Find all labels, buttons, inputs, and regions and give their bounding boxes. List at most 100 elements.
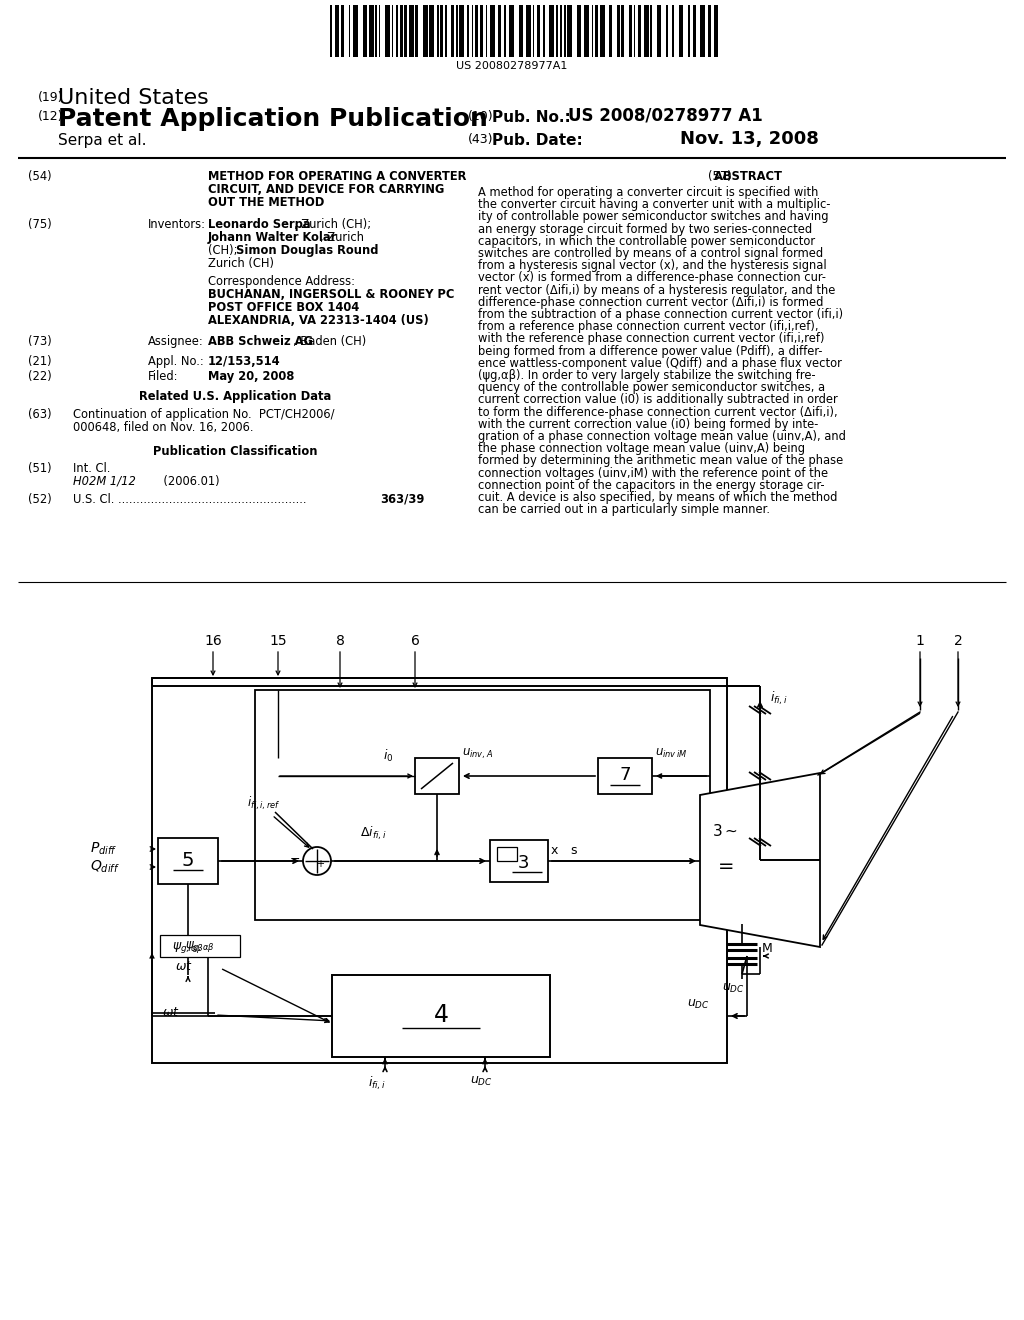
Text: Serpa et al.: Serpa et al. — [58, 133, 146, 148]
Text: Zurich (CH): Zurich (CH) — [208, 257, 274, 271]
Bar — [600, 5, 604, 57]
Text: s: s — [570, 843, 577, 857]
Text: $Q_{diff}$: $Q_{diff}$ — [90, 859, 120, 875]
Text: an energy storage circuit formed by two series-connected: an energy storage circuit formed by two … — [478, 223, 812, 235]
Text: M: M — [762, 942, 773, 956]
Bar — [391, 5, 393, 57]
Bar — [564, 5, 565, 57]
Text: 15: 15 — [269, 634, 287, 648]
Bar — [577, 5, 582, 57]
Text: Pub. Date:: Pub. Date: — [492, 133, 583, 148]
Bar — [509, 5, 514, 57]
Text: Pub. No.:: Pub. No.: — [492, 110, 570, 125]
Bar — [152, 678, 727, 1063]
Text: capacitors, in which the controllable power semiconductor: capacitors, in which the controllable po… — [478, 235, 815, 248]
Text: 16: 16 — [204, 634, 222, 648]
Text: United States: United States — [58, 88, 209, 108]
Polygon shape — [700, 774, 820, 946]
Bar — [385, 5, 390, 57]
Bar — [399, 5, 402, 57]
Text: (12): (12) — [38, 110, 63, 123]
Text: ence wattless-component value (Qdiff) and a phase flux vector: ence wattless-component value (Qdiff) an… — [478, 356, 842, 370]
Text: (73): (73) — [28, 335, 52, 348]
Text: 1: 1 — [915, 634, 925, 648]
Bar — [650, 5, 652, 57]
Text: POST OFFICE BOX 1404: POST OFFICE BOX 1404 — [208, 301, 359, 314]
Bar — [158, 838, 218, 884]
Text: gration of a phase connection voltage mean value (uinv,A), and: gration of a phase connection voltage me… — [478, 430, 846, 444]
Text: x: x — [551, 843, 558, 857]
Text: A method for operating a converter circuit is specified with: A method for operating a converter circu… — [478, 186, 818, 199]
Bar — [341, 5, 344, 57]
Bar — [708, 5, 711, 57]
Bar — [688, 5, 690, 57]
Bar — [634, 5, 635, 57]
Text: switches are controlled by means of a control signal formed: switches are controlled by means of a co… — [478, 247, 823, 260]
Text: (52): (52) — [28, 492, 52, 506]
Text: 2: 2 — [953, 634, 963, 648]
Bar — [348, 5, 350, 57]
Text: $\omega t$: $\omega t$ — [175, 960, 193, 973]
Text: Assignee:: Assignee: — [148, 335, 204, 348]
Bar — [567, 5, 572, 57]
Bar — [629, 5, 632, 57]
Bar — [485, 5, 487, 57]
Text: $u_{inv\,iM}$: $u_{inv\,iM}$ — [655, 747, 687, 760]
Text: (ψg,αβ). In order to very largely stabilize the switching fre-: (ψg,αβ). In order to very largely stabil… — [478, 370, 816, 381]
Text: (CH);: (CH); — [208, 244, 241, 257]
Bar — [404, 5, 408, 57]
Bar — [498, 5, 501, 57]
Text: US 20080278977A1: US 20080278977A1 — [457, 61, 567, 71]
Bar — [656, 5, 662, 57]
Text: 5: 5 — [181, 850, 195, 870]
Text: Continuation of application No.  PCT/CH2006/: Continuation of application No. PCT/CH20… — [73, 408, 335, 421]
Text: CIRCUIT, AND DEVICE FOR CARRYING: CIRCUIT, AND DEVICE FOR CARRYING — [208, 183, 444, 195]
Text: (2006.01): (2006.01) — [138, 475, 219, 488]
Bar — [556, 5, 557, 57]
Text: Leonardo Serpa: Leonardo Serpa — [208, 218, 310, 231]
Bar — [526, 5, 530, 57]
Text: (57): (57) — [709, 170, 732, 183]
Bar — [598, 758, 652, 795]
Text: , Zurich: , Zurich — [319, 231, 364, 244]
Bar — [700, 5, 705, 57]
Text: $\omega t$: $\omega t$ — [162, 1006, 180, 1019]
Bar — [666, 5, 668, 57]
Text: Simon Douglas Round: Simon Douglas Round — [236, 244, 379, 257]
Bar — [532, 5, 535, 57]
Text: Correspondence Address:: Correspondence Address: — [208, 275, 355, 288]
Text: U.S. Cl. ....................................................: U.S. Cl. ...............................… — [73, 492, 306, 506]
Text: $u_{inv,A}$: $u_{inv,A}$ — [462, 747, 494, 762]
Text: Patent Application Publication: Patent Application Publication — [58, 107, 487, 131]
Text: $u_{DC}$: $u_{DC}$ — [470, 1074, 493, 1088]
Text: $i_0$: $i_0$ — [383, 748, 393, 764]
Text: $u_{DC}$: $u_{DC}$ — [687, 998, 710, 1011]
Text: 4: 4 — [433, 1003, 449, 1027]
Bar — [362, 5, 368, 57]
Text: METHOD FOR OPERATING A CONVERTER: METHOD FOR OPERATING A CONVERTER — [208, 170, 466, 183]
Text: being formed from a difference power value (Pdiff), a differ-: being formed from a difference power val… — [478, 345, 822, 358]
Bar — [595, 5, 598, 57]
Text: H02M 1/12: H02M 1/12 — [73, 475, 136, 488]
Text: (63): (63) — [28, 408, 51, 421]
Bar — [644, 5, 648, 57]
Text: $\psi_{g,\alpha\beta}$: $\psi_{g,\alpha\beta}$ — [185, 939, 215, 954]
Bar — [332, 975, 550, 1057]
Text: (22): (22) — [28, 370, 52, 383]
Text: (10): (10) — [468, 110, 494, 123]
Text: $=$: $=$ — [714, 855, 734, 874]
Bar — [673, 5, 674, 57]
Text: $u_{DC}$: $u_{DC}$ — [722, 982, 744, 995]
Text: , Baden (CH): , Baden (CH) — [293, 335, 367, 348]
Text: ABSTRACT: ABSTRACT — [658, 170, 782, 183]
Bar — [396, 5, 398, 57]
Bar — [714, 5, 718, 57]
Text: , Zurich (CH);: , Zurich (CH); — [294, 218, 371, 231]
Text: 7: 7 — [620, 766, 631, 784]
Bar — [160, 935, 240, 957]
Text: $3{\sim}$: $3{\sim}$ — [712, 822, 738, 840]
Bar — [538, 5, 540, 57]
Bar — [255, 690, 710, 920]
Text: Publication Classification: Publication Classification — [153, 445, 317, 458]
Bar — [543, 5, 545, 57]
